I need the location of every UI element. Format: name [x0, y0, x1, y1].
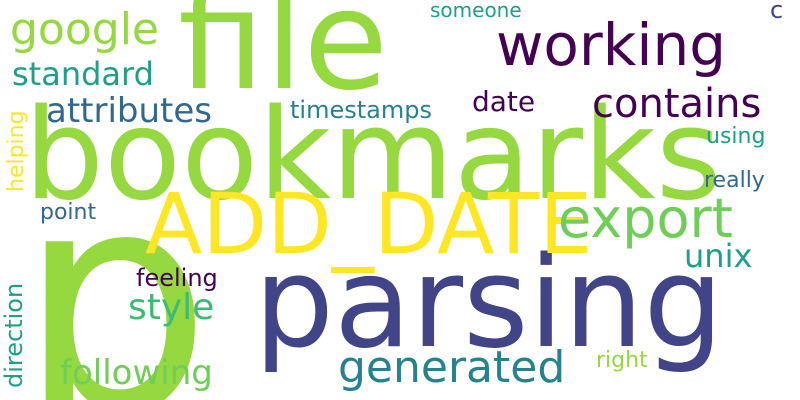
word-point: point: [40, 200, 97, 225]
word-style: style: [128, 287, 215, 328]
word-helping: helping: [4, 110, 29, 192]
word-unix: unix: [684, 237, 753, 275]
word-contains: contains: [592, 81, 762, 127]
word-p: p: [18, 125, 212, 400]
word-bookmarks: bookmarks: [24, 81, 722, 228]
word-using: using: [706, 124, 766, 149]
word-right: right: [596, 348, 648, 373]
word-working: working: [496, 11, 727, 79]
word-file: file: [178, 0, 389, 121]
word-someone: someone: [430, 0, 522, 22]
word-attributes: attributes: [46, 91, 213, 131]
word-date: date: [472, 85, 536, 118]
word-standard: standard: [12, 55, 154, 93]
word-following: following: [60, 353, 213, 393]
word-feeling: feeling: [136, 264, 218, 292]
word-google: google: [10, 4, 159, 55]
word-add-date: ADD_DATE: [145, 175, 593, 273]
word-c: c: [770, 0, 784, 24]
word-really: really: [704, 168, 765, 193]
word-direction: direction: [0, 282, 28, 388]
word-generated: generated: [338, 342, 566, 393]
word-export: export: [558, 187, 733, 250]
word-parsing: parsing: [254, 229, 724, 376]
word-timestamps: timestamps: [290, 96, 432, 124]
